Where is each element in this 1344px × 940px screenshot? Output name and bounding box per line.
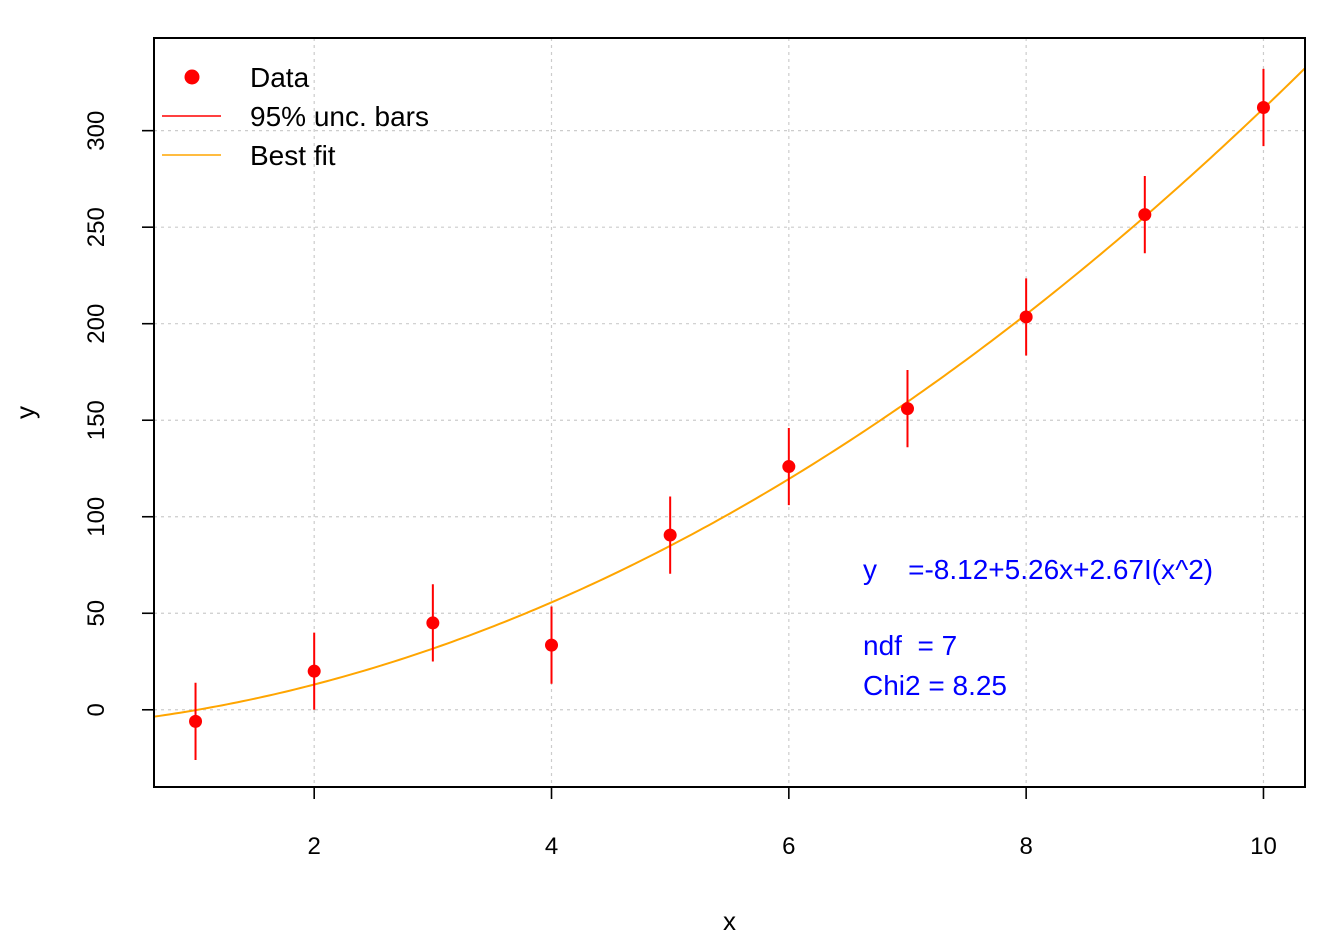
x-axis-label: x [723, 906, 736, 936]
y-tick-label: 300 [83, 111, 110, 151]
x-tick-label: 8 [1019, 833, 1032, 860]
legend-symbol-data [184, 69, 200, 85]
data-point [426, 616, 440, 630]
y-tick-label: 150 [83, 400, 110, 440]
legend-label-best-fit: Best fit [250, 140, 336, 171]
fit-layer [154, 67, 1305, 718]
x-axis-ticks: 2 4 6 8 10 [308, 787, 1277, 860]
data-point [1019, 310, 1033, 324]
y-tick-label: 250 [83, 207, 110, 247]
data-points [189, 100, 1270, 728]
legend-label-data: Data [250, 62, 310, 93]
y-tick-label: 100 [83, 497, 110, 537]
fit-ndf: ndf = 7 [863, 630, 957, 661]
data-point [782, 460, 796, 474]
x-tick-label: 2 [308, 833, 321, 860]
data-point [900, 402, 914, 416]
y-tick-label: 0 [83, 703, 110, 716]
plot-frame [153, 37, 1306, 788]
y-tick-label: 200 [83, 304, 110, 344]
x-tick-label: 6 [782, 833, 795, 860]
data-point [1256, 100, 1270, 114]
legend-label-unc-bars: 95% unc. bars [250, 101, 429, 132]
data-point [189, 714, 203, 728]
x-tick-label: 4 [545, 833, 558, 860]
fit-equation: y =-8.12+5.26x+2.67I(x^2) [863, 554, 1213, 585]
y-axis-ticks: 0 50 100 150 200 250 300 [83, 111, 154, 716]
grid [154, 38, 1305, 787]
fit-annotations: y =-8.12+5.26x+2.67I(x^2) ndf = 7 Chi2 =… [863, 554, 1213, 701]
y-tick-label: 50 [83, 600, 110, 627]
data-point [545, 638, 559, 652]
data-point [307, 664, 321, 678]
error-bars [194, 68, 1265, 760]
data-point [1138, 208, 1152, 222]
legend: Data 95% unc. bars Best fit [162, 62, 429, 171]
fit-curve [154, 67, 1305, 718]
x-tick-label: 10 [1250, 833, 1277, 860]
fit-chi2: Chi2 = 8.25 [863, 670, 1007, 701]
y-axis-label: y [10, 406, 40, 419]
data-point [663, 528, 677, 542]
